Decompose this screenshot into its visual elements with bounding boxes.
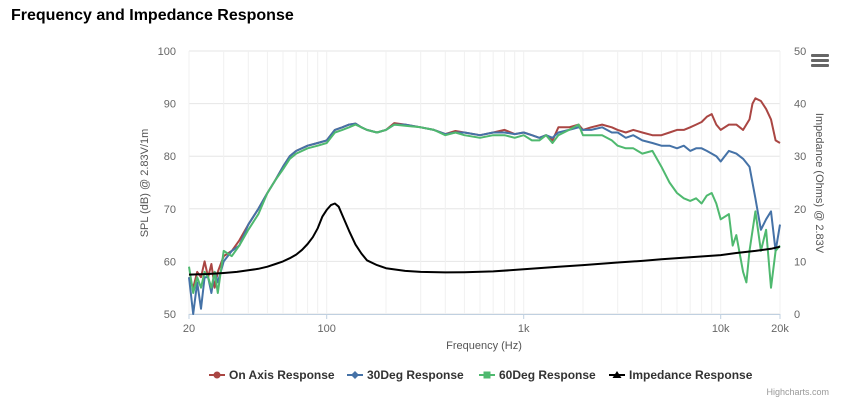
x-axis-title: Frequency (Hz) — [446, 340, 522, 352]
y-tick-label: 90 — [164, 99, 176, 111]
chart-title: Frequency and Impedance Response — [11, 7, 294, 24]
menu-icon-bar — [811, 64, 829, 67]
y2-axis-ticks: 0 10 20 30 40 50 — [794, 46, 806, 321]
y-tick-label: 70 — [164, 204, 176, 216]
legend-label: 60Deg Response — [499, 368, 596, 382]
legend-marker-circle — [213, 371, 221, 379]
menu-icon-bar — [811, 54, 829, 57]
y-tick-label: 60 — [164, 256, 176, 268]
legend-marker-triangle — [612, 371, 622, 378]
series-line-impedance-response[interactable] — [188, 202, 781, 276]
credit-link[interactable]: Highcharts.com — [766, 387, 829, 397]
y-tick-label: 80 — [164, 151, 176, 163]
y2-tick-label: 0 — [794, 309, 800, 321]
legend-label: On Axis Response — [229, 368, 335, 382]
y-axis-ticks: 50 60 70 80 90 100 — [158, 46, 176, 321]
y2-tick-label: 20 — [794, 204, 806, 216]
series-line-60deg-response[interactable] — [188, 123, 781, 294]
legend-label: 30Deg Response — [367, 368, 464, 382]
legend-item[interactable]: 30Deg Response — [347, 368, 464, 382]
menu-icon-bar — [811, 59, 829, 62]
legend-item[interactable]: Impedance Response — [609, 368, 753, 382]
y-tick-label: 50 — [164, 309, 176, 321]
y2-axis-title: Impedance (Ohms) @ 2.83V — [813, 113, 825, 254]
y2-tick-label: 40 — [794, 99, 806, 111]
y-tick-label: 100 — [158, 46, 176, 58]
x-tick-label: 1k — [518, 323, 530, 335]
x-axis-ticks: 20 100 1k 10k 20k — [183, 314, 789, 335]
x-tick-label: 20 — [183, 323, 195, 335]
chart-menu-button[interactable] — [811, 54, 829, 70]
series-line-on-axis-response[interactable] — [188, 97, 781, 289]
x-tick-label: 20k — [771, 323, 789, 335]
series-lines — [188, 97, 781, 315]
y2-tick-label: 10 — [794, 256, 806, 268]
legend-label: Impedance Response — [629, 368, 753, 382]
y2-tick-label: 30 — [794, 151, 806, 163]
legend-item[interactable]: On Axis Response — [209, 368, 335, 382]
y-axis-title: SPL (dB) @ 2.83V/1m — [139, 129, 151, 238]
series-line-30deg-response[interactable] — [188, 122, 781, 315]
legend-marker-square — [483, 371, 491, 379]
legend: On Axis Response 30Deg Response 60Deg Resp… — [209, 368, 753, 382]
x-tick-label: 10k — [712, 323, 730, 335]
legend-marker-diamond — [351, 371, 359, 379]
grid-lines — [188, 50, 781, 315]
y2-tick-label: 50 — [794, 46, 806, 58]
legend-item[interactable]: 60Deg Response — [479, 368, 596, 382]
x-tick-label: 100 — [318, 323, 336, 335]
